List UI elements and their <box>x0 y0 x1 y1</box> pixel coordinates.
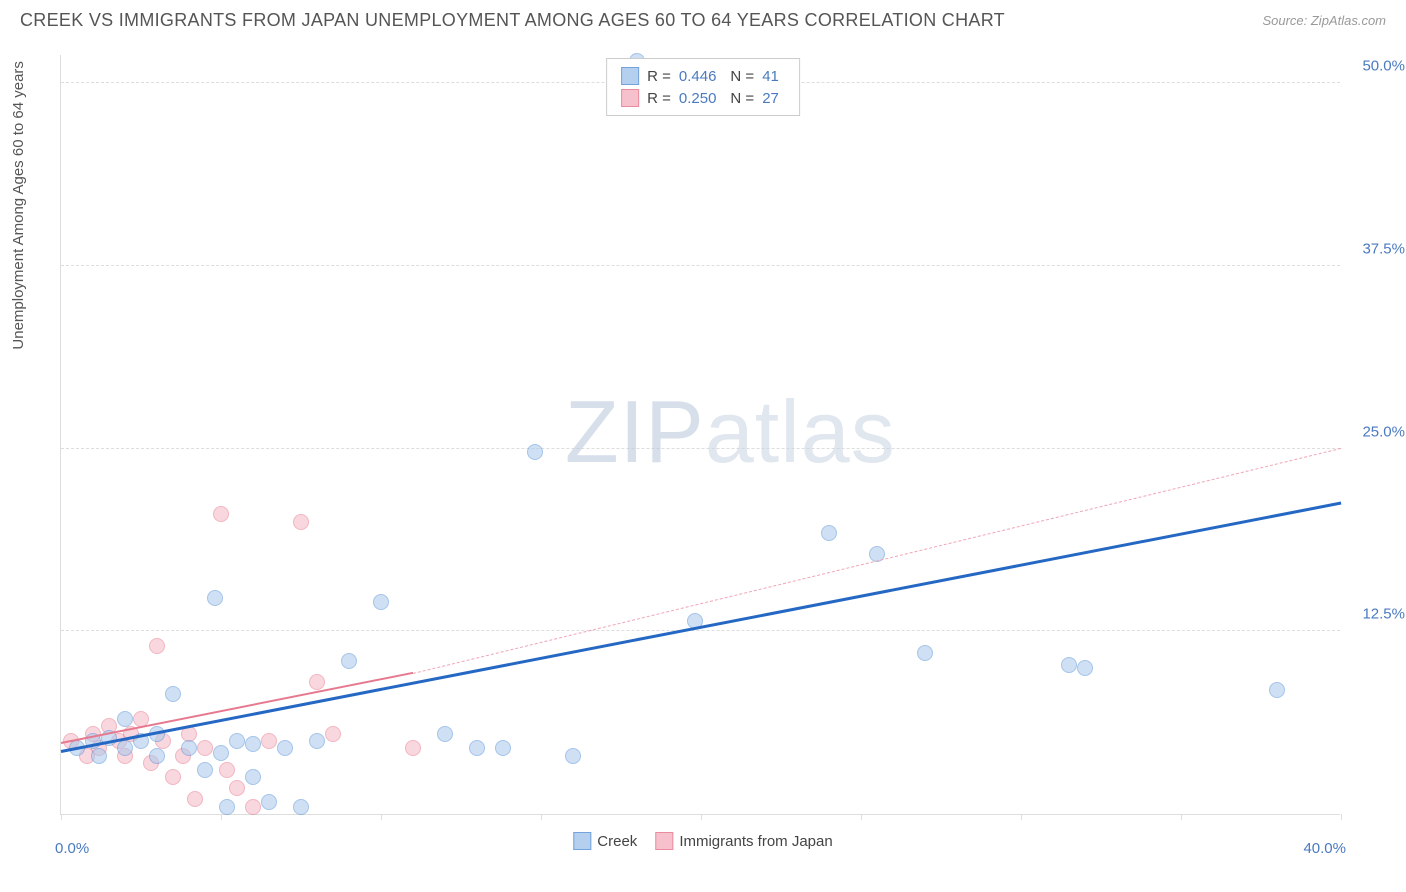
r-label: R = <box>647 90 671 107</box>
scatter-point-creek <box>821 525 837 541</box>
scatter-point-creek <box>229 733 245 749</box>
scatter-point-creek <box>245 769 261 785</box>
legend-label-japan: Immigrants from Japan <box>679 833 832 850</box>
y-axis-label: Unemployment Among Ages 60 to 64 years <box>10 61 27 350</box>
x-tick <box>1181 814 1182 820</box>
scatter-point-japan <box>229 780 245 796</box>
correlation-legend: R = 0.446 N = 41 R = 0.250 N = 27 <box>606 58 800 116</box>
scatter-point-creek <box>245 736 261 752</box>
chart-area: Unemployment Among Ages 60 to 64 years 1… <box>20 55 1386 875</box>
scatter-point-creek <box>917 645 933 661</box>
scatter-point-creek <box>207 590 223 606</box>
scatter-point-creek <box>437 726 453 742</box>
n-label: N = <box>730 90 754 107</box>
series-legend: Creek Immigrants from Japan <box>573 832 832 850</box>
plot-region: 12.5%25.0%37.5%50.0% <box>60 55 1340 815</box>
scatter-point-japan <box>245 799 261 815</box>
x-axis-max-label: 40.0% <box>1303 840 1346 857</box>
x-tick <box>701 814 702 820</box>
scatter-point-creek <box>527 444 543 460</box>
r-value-creek: 0.446 <box>679 68 717 85</box>
trend-line <box>413 448 1341 674</box>
scatter-point-japan <box>405 740 421 756</box>
scatter-point-creek <box>181 740 197 756</box>
scatter-point-creek <box>261 794 277 810</box>
r-label: R = <box>647 68 671 85</box>
trend-line <box>61 501 1342 752</box>
scatter-point-creek <box>117 740 133 756</box>
x-tick <box>61 814 62 820</box>
swatch-creek-icon <box>621 67 639 85</box>
legend-item-japan: Immigrants from Japan <box>655 832 832 850</box>
scatter-point-japan <box>261 733 277 749</box>
swatch-creek-icon <box>573 832 591 850</box>
scatter-point-creek <box>495 740 511 756</box>
scatter-point-creek <box>165 686 181 702</box>
scatter-point-creek <box>213 745 229 761</box>
legend-label-creek: Creek <box>597 833 637 850</box>
x-tick <box>861 814 862 820</box>
y-tick-label: 50.0% <box>1362 58 1405 75</box>
x-tick <box>221 814 222 820</box>
scatter-point-creek <box>341 653 357 669</box>
scatter-point-japan <box>187 791 203 807</box>
swatch-japan-icon <box>655 832 673 850</box>
scatter-point-creek <box>1061 657 1077 673</box>
source-label: Source: ZipAtlas.com <box>1262 13 1386 28</box>
x-tick <box>381 814 382 820</box>
n-value-japan: 27 <box>762 90 779 107</box>
y-tick-label: 37.5% <box>1362 240 1405 257</box>
r-value-japan: 0.250 <box>679 90 717 107</box>
scatter-point-creek <box>219 799 235 815</box>
x-tick <box>1341 814 1342 820</box>
x-tick <box>1021 814 1022 820</box>
scatter-point-creek <box>197 762 213 778</box>
scatter-point-japan <box>213 506 229 522</box>
scatter-point-creek <box>469 740 485 756</box>
n-value-creek: 41 <box>762 68 779 85</box>
scatter-point-creek <box>91 748 107 764</box>
scatter-point-creek <box>1077 660 1093 676</box>
chart-title: CREEK VS IMMIGRANTS FROM JAPAN UNEMPLOYM… <box>20 10 1005 31</box>
y-tick-label: 12.5% <box>1362 606 1405 623</box>
gridline <box>61 630 1340 631</box>
scatter-point-japan <box>197 740 213 756</box>
scatter-point-creek <box>149 748 165 764</box>
scatter-point-creek <box>293 799 309 815</box>
scatter-point-japan <box>219 762 235 778</box>
scatter-point-creek <box>565 748 581 764</box>
scatter-point-japan <box>165 769 181 785</box>
n-label: N = <box>730 68 754 85</box>
header: CREEK VS IMMIGRANTS FROM JAPAN UNEMPLOYM… <box>0 0 1406 36</box>
scatter-point-creek <box>277 740 293 756</box>
scatter-point-japan <box>293 514 309 530</box>
scatter-point-japan <box>325 726 341 742</box>
legend-row-creek: R = 0.446 N = 41 <box>621 65 785 87</box>
scatter-point-creek <box>1269 682 1285 698</box>
scatter-point-japan <box>309 674 325 690</box>
gridline <box>61 265 1340 266</box>
scatter-point-creek <box>117 711 133 727</box>
x-axis-min-label: 0.0% <box>55 840 89 857</box>
gridline <box>61 448 1340 449</box>
scatter-point-creek <box>309 733 325 749</box>
legend-item-creek: Creek <box>573 832 637 850</box>
swatch-japan-icon <box>621 89 639 107</box>
scatter-point-japan <box>149 638 165 654</box>
scatter-point-creek <box>373 594 389 610</box>
legend-row-japan: R = 0.250 N = 27 <box>621 87 785 109</box>
x-tick <box>541 814 542 820</box>
y-tick-label: 25.0% <box>1362 423 1405 440</box>
